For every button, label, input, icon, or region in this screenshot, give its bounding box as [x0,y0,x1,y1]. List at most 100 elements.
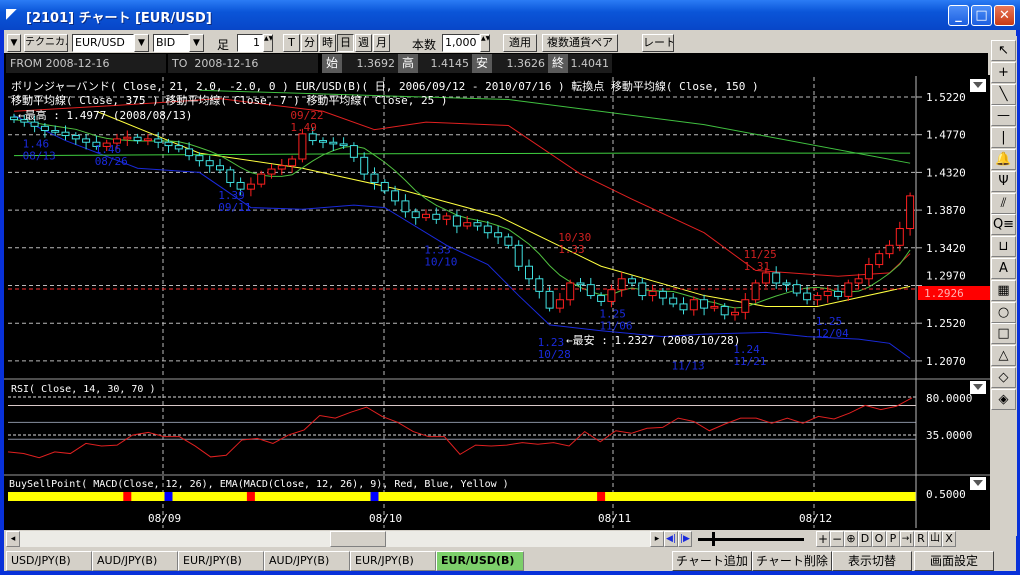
crosshair-tool-icon[interactable]: + [991,61,1016,83]
date-tick-label: 08/12 [799,512,832,525]
fibonacci-fan-tool-icon[interactable]: Ψ [991,170,1016,192]
tab-eur-usd[interactable]: EUR/USD(B) [436,551,524,571]
multi-pair-button[interactable]: 複数通貨ペア [542,34,618,52]
candle-up [422,213,430,219]
add-chart-button[interactable]: チャート追加 [672,551,752,571]
price-annotation: 11/25 [744,248,777,261]
price-annotation: 1.23 [538,336,565,349]
candle-up [895,228,904,246]
price-type-select[interactable]: BID [153,34,189,52]
bsp-panel-menu-button[interactable] [970,477,986,490]
symbol-dropdown-icon[interactable]: ▼ [134,34,149,52]
candle-up [288,158,297,167]
price-annotation: 1.24 [733,343,760,356]
x-button[interactable]: X [942,531,956,547]
rsi-tick-35: 35.0000 [926,429,972,442]
gann-lines-tool-icon[interactable]: ⫽ [991,192,1016,214]
scroll-left-button[interactable]: ◂ [6,531,20,547]
scroll-right-button[interactable]: ▸ [650,531,664,547]
price-type-dropdown-icon[interactable]: ▼ [189,34,204,52]
alert-bell-tool-icon[interactable]: 🔔 [991,149,1016,170]
bar-input[interactable]: 1 [237,34,263,52]
period-tick-button[interactable]: T [283,34,300,52]
horizontal-line-tool-icon[interactable]: — [991,105,1016,127]
p-button[interactable]: P [886,531,900,547]
main-legend-line2: 移動平均線( Close, 375 ) 移動平均線( Close, 7 ) 移動… [11,93,448,107]
vertical-line-tool-icon[interactable]: | [991,127,1016,149]
app-icon: ◤ [6,6,17,22]
eraser-all-tool-icon[interactable]: ◈ [991,388,1016,410]
quote-box-tool-icon[interactable]: Q≡ [991,214,1016,236]
horizontal-scrollbar-thumb[interactable] [330,531,386,547]
period-minute-button[interactable]: 分 [301,34,318,52]
tab-usd-jpy[interactable]: USD/JPY(B) [6,551,92,571]
trendline-tool-icon[interactable]: ╲ [991,83,1016,105]
period-week-button[interactable]: 週 [355,34,372,52]
o-button[interactable]: O [872,531,886,547]
candle-down [720,305,729,316]
period-hour-button[interactable]: 時 [319,34,336,52]
tab-aud-jpy-2[interactable]: AUD/JPY(B) [264,551,350,571]
ma7-line [13,119,911,309]
rsi-panel-menu-button[interactable] [970,381,986,394]
zoom-slider-handle[interactable] [712,532,715,546]
channel-tool-icon[interactable]: ⊔ [991,236,1016,258]
delete-chart-button[interactable]: チャート削除 [752,551,832,571]
price-annotation: 1.33 [424,244,451,257]
triangle-tool-icon[interactable]: △ [991,345,1016,367]
d-button[interactable]: D [858,531,872,547]
r-button[interactable]: R [914,531,928,547]
candle-down [339,143,348,147]
high-label: 高 [398,54,418,73]
zoom-icon[interactable]: ⊕ [844,531,858,547]
menu-dropdown-button[interactable]: ▼ [7,34,21,52]
candle-down [195,155,204,162]
text-tool-icon[interactable]: A [991,258,1016,279]
technical-button[interactable]: テクニカル [24,34,68,52]
candle-down [545,290,554,309]
bar-spinner[interactable]: ▲▼ [263,34,273,52]
candle-down [772,272,781,284]
zoom-slider[interactable] [698,538,804,541]
zoom-in-button[interactable]: + [816,531,830,547]
rate-button[interactable]: レート [642,34,674,52]
period-month-button[interactable]: 月 [373,34,390,52]
nav-prev-button[interactable]: ◀| [664,531,678,547]
ellipse-tool-icon[interactable]: ○ [991,301,1016,323]
tab-eur-jpy-2[interactable]: EUR/JPY(B) [350,551,436,571]
pointer-tool-icon[interactable]: ↖ [991,40,1016,61]
chart-scroll-row: ◂ ▸ ◀| |▶ + − ⊕ D O P →| R 山 X [4,530,990,548]
auto-scale-button[interactable]: 山 [928,531,942,547]
maximize-button[interactable]: □ [971,5,992,26]
candle-up [648,290,657,297]
nav-next-button[interactable]: |▶ [678,531,692,547]
jump-end-button[interactable]: →| [900,531,914,547]
zoom-out-button[interactable]: − [830,531,844,547]
candle-up [885,244,894,255]
period-day-button[interactable]: 日 [337,34,354,52]
main-panel-menu-button[interactable] [970,79,986,92]
toggle-view-button[interactable]: 表示切替 [832,551,912,571]
close-button[interactable]: ✕ [994,5,1015,26]
rectangle-tool-icon[interactable]: □ [991,323,1016,345]
price-annotation: 1.31 [744,260,771,273]
symbol-select[interactable]: EUR/USD [72,34,134,52]
apply-button[interactable]: 適用 [503,34,537,52]
candle-up [813,295,822,301]
tab-aud-jpy[interactable]: AUD/JPY(B) [92,551,178,571]
table-tool-icon[interactable]: ▦ [991,279,1016,301]
price-annotation: 08/13 [23,149,56,162]
tab-eur-jpy[interactable]: EUR/JPY(B) [178,551,264,571]
candle-up [761,272,770,284]
eraser-tool-icon[interactable]: ◇ [991,367,1016,388]
candle-up [143,138,152,142]
screen-settings-button[interactable]: 画面設定 [914,551,994,571]
title-bar[interactable]: ◤ [2101] チャート [EUR/USD] _ □ ✕ [0,0,1020,30]
candle-down [834,290,842,297]
minimize-button[interactable]: _ [948,5,969,26]
candle-up [875,253,884,266]
count-spinner[interactable]: ▲▼ [480,34,490,52]
count-input[interactable]: 1,000 [442,34,480,52]
low-label: 安 [472,54,492,73]
